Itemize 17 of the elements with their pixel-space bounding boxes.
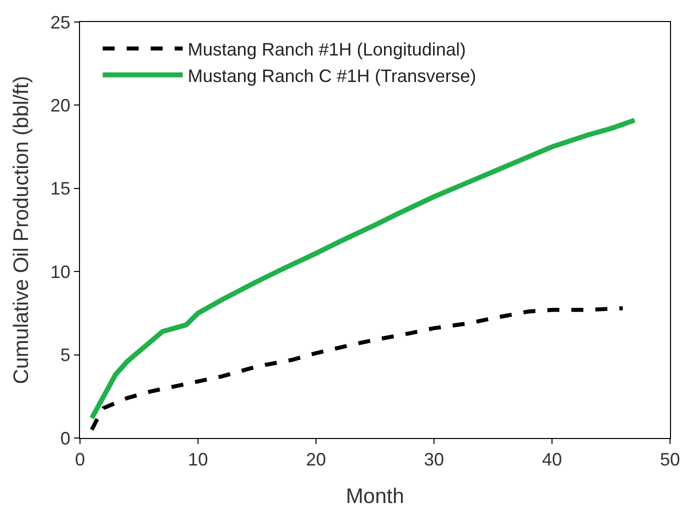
y-axis-title: Cumulative Oil Production (bbl/ft) [10,76,33,384]
x-tick-label: 20 [306,450,326,470]
legend-label: Mustang Ranch C #1H (Transverse) [188,66,476,86]
x-tick-label: 10 [188,450,208,470]
x-tick-label: 50 [660,450,680,470]
legend-label: Mustang Ranch #1H (Longitudinal) [188,40,466,60]
x-tick-label: 30 [424,450,444,470]
x-tick-label: 40 [542,450,562,470]
y-tick-label: 25 [50,12,70,32]
x-tick-label: 0 [74,450,86,470]
x-axis-title: Month [346,485,404,508]
line-series [90,306,625,432]
y-tick-label: 20 [50,96,70,116]
y-tick-label: 5 [60,345,70,366]
y-tick-label: 10 [50,262,70,282]
y-tick-label: 15 [50,178,70,199]
y-tick-label: 0 [60,428,70,448]
